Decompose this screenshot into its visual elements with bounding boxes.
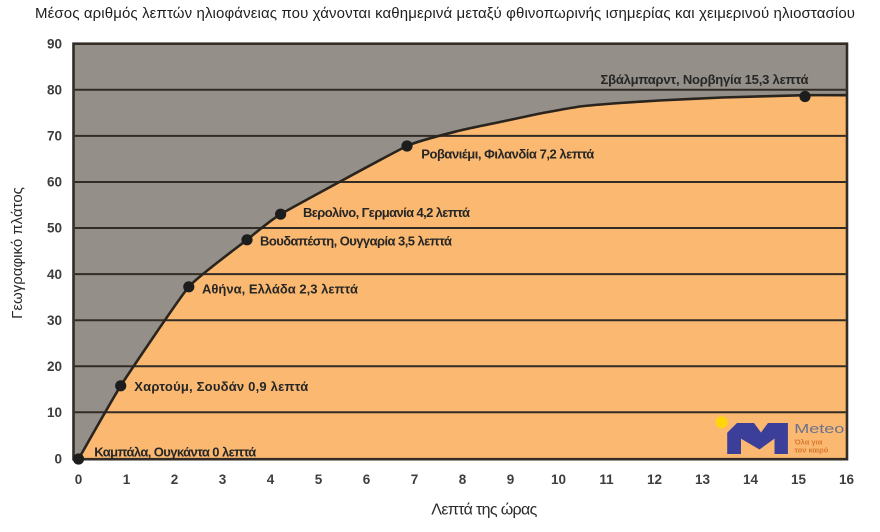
svg-text:1: 1 [123,472,131,487]
svg-text:70: 70 [47,129,62,144]
svg-text:8: 8 [459,472,467,487]
svg-text:12: 12 [647,472,662,487]
svg-text:Σβάλμπαρντ, Νορβηγία 15,3 λεπτ: Σβάλμπαρντ, Νορβηγία 15,3 λεπτά [601,72,809,87]
svg-text:6: 6 [363,472,371,487]
svg-text:10: 10 [551,472,566,487]
svg-text:Καμπάλα, Ουγκάντα 0 λεπτά: Καμπάλα, Ουγκάντα 0 λεπτά [94,445,256,460]
svg-text:2: 2 [171,472,179,487]
svg-text:30: 30 [47,313,62,328]
svg-text:9: 9 [507,472,515,487]
svg-text:14: 14 [743,472,759,487]
svg-text:13: 13 [695,472,711,487]
svg-text:τον καιρό: τον καιρό [795,445,829,454]
svg-text:Βερολίνο, Γερμανία 4,2 λεπτά: Βερολίνο, Γερμανία 4,2 λεπτά [303,205,470,220]
svg-text:11: 11 [599,472,614,487]
svg-text:Όλα για: Όλα για [794,438,823,447]
svg-text:16: 16 [839,472,855,487]
svg-text:4: 4 [267,472,275,487]
svg-text:0: 0 [54,452,62,467]
svg-text:50: 50 [47,221,62,236]
svg-text:Μέσος αριθμός λεπτών ηλιοφάνει: Μέσος αριθμός λεπτών ηλιοφάνειας που χάν… [35,5,855,22]
svg-text:Meteo: Meteo [794,422,844,436]
svg-text:5: 5 [315,472,323,487]
svg-text:Χαρτούμ, Σουδάν 0,9 λεπτά: Χαρτούμ, Σουδάν 0,9 λεπτά [134,379,308,394]
svg-text:15: 15 [791,472,807,487]
svg-text:90: 90 [47,36,62,51]
svg-text:0: 0 [75,472,83,487]
svg-text:40: 40 [47,267,62,282]
svg-text:Αθήνα, Ελλάδα 2,3 λεπτά: Αθήνα, Ελλάδα 2,3 λεπτά [202,282,358,297]
svg-text:20: 20 [47,359,62,374]
svg-text:10: 10 [47,405,62,420]
svg-text:Λεπτά της ώρας: Λεπτά της ώρας [431,502,537,519]
svg-text:7: 7 [411,472,419,487]
svg-text:Γεωγραφικό πλάτος: Γεωγραφικό πλάτος [9,187,26,319]
svg-text:60: 60 [47,175,62,190]
svg-text:Ροβανιέμι, Φιλανδία 7,2 λεπτά: Ροβανιέμι, Φιλανδία 7,2 λεπτά [421,147,594,162]
svg-text:3: 3 [219,472,227,487]
svg-text:80: 80 [47,83,62,98]
svg-text:Βουδαπέστη, Ουγγαρία 3,5 λεπτά: Βουδαπέστη, Ουγγαρία 3,5 λεπτά [260,233,452,248]
